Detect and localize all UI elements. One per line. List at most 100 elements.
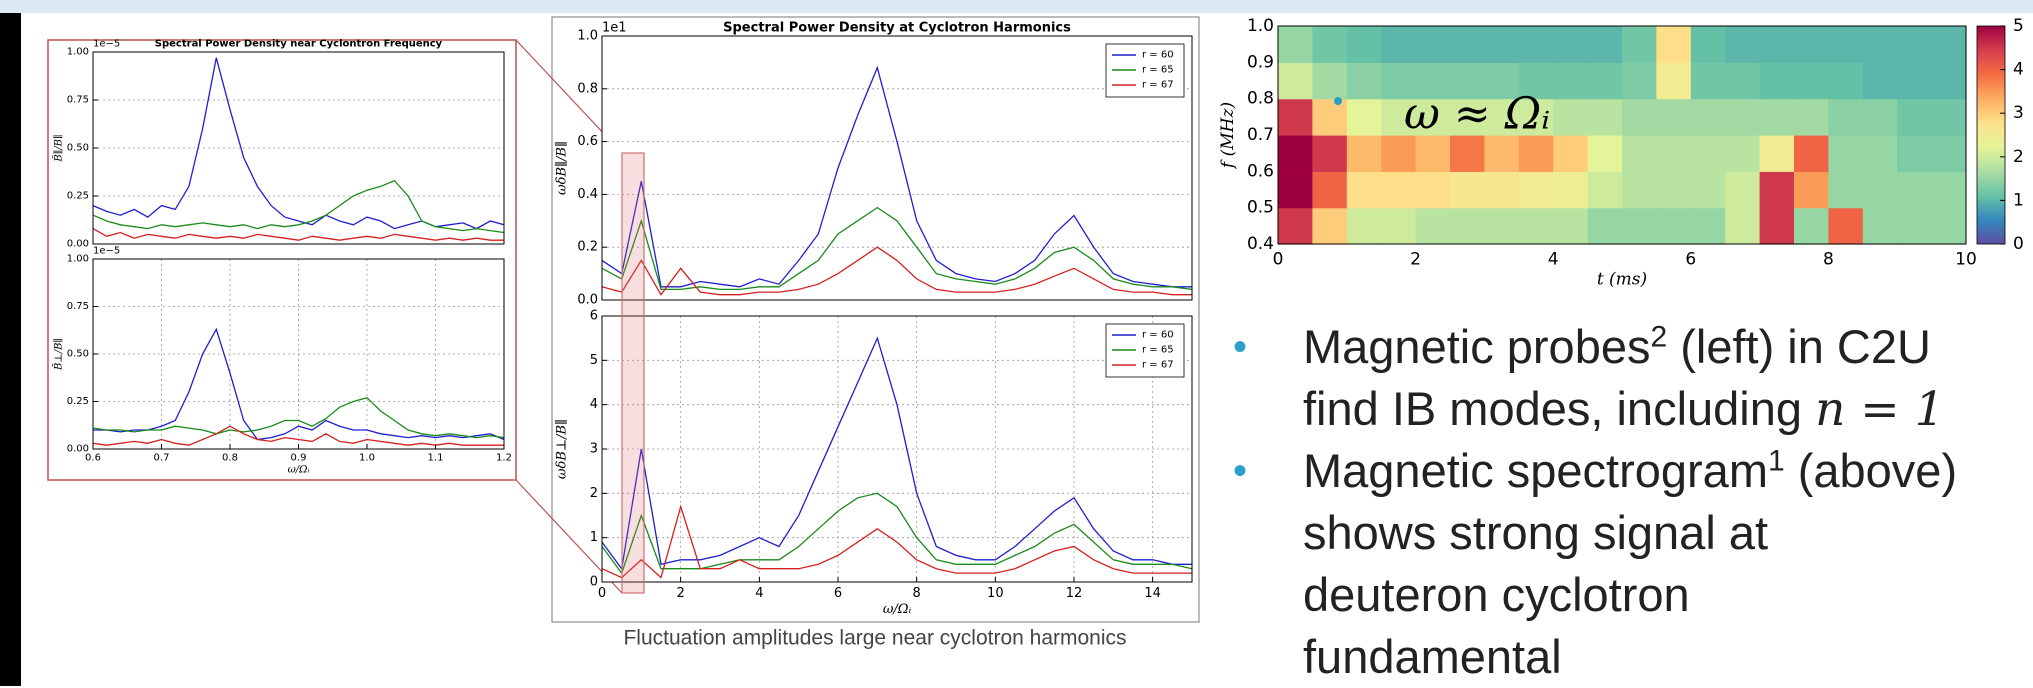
heat-cell bbox=[1587, 171, 1623, 209]
heat-cell bbox=[1862, 135, 1898, 172]
heat-cell bbox=[1725, 171, 1761, 209]
axes-frame bbox=[92, 51, 505, 245]
heat-cell bbox=[1690, 26, 1726, 63]
y-tick-label: 5 bbox=[590, 353, 598, 368]
heat-cell bbox=[1759, 98, 1795, 136]
heat-cell bbox=[1862, 98, 1898, 136]
heat-cell bbox=[1828, 171, 1864, 209]
heat-cell bbox=[1622, 98, 1657, 136]
axes-frame bbox=[92, 258, 505, 450]
x-tick-label: 6 bbox=[1685, 249, 1696, 269]
heat-cell bbox=[1346, 135, 1382, 172]
heat-cell bbox=[1450, 98, 1485, 136]
heat-cell bbox=[1278, 26, 1313, 63]
heat-cell bbox=[1415, 26, 1451, 63]
y-tick-label: 1 bbox=[590, 530, 598, 545]
heat-cell bbox=[1381, 98, 1417, 136]
y-tick-label: 3 bbox=[590, 442, 598, 457]
heat-cell bbox=[1725, 135, 1761, 172]
y-tick-label: 0.75 bbox=[67, 95, 89, 106]
heat-cell bbox=[1346, 98, 1382, 136]
legend-box bbox=[1105, 323, 1185, 378]
heat-cell bbox=[1656, 207, 1692, 245]
y-axis-label: ωδB∥/B∥ bbox=[555, 141, 570, 195]
heat-cell bbox=[1312, 171, 1348, 209]
heat-cell bbox=[1278, 171, 1313, 209]
heat-cell bbox=[1690, 207, 1726, 245]
heat-cell bbox=[1484, 98, 1520, 136]
heat-cell bbox=[1553, 62, 1589, 100]
y-tick-label: 0.00 bbox=[67, 239, 89, 250]
heat-cell bbox=[1312, 26, 1348, 63]
x-tick-label: 1.0 bbox=[359, 453, 375, 464]
annotation: ω ≈ Ωᵢ bbox=[1404, 89, 1550, 140]
heat-cell bbox=[1759, 135, 1795, 172]
series-line bbox=[601, 65, 1192, 288]
heat-cell bbox=[1450, 135, 1485, 172]
y-tick-label: 0.25 bbox=[67, 191, 89, 202]
y-tick-label: 1.00 bbox=[67, 254, 89, 265]
heat-cell bbox=[1346, 171, 1382, 209]
heat-cell bbox=[1450, 62, 1485, 100]
heat-cell bbox=[1553, 207, 1589, 245]
left-bar bbox=[0, 13, 21, 686]
heat-cell bbox=[1484, 26, 1520, 63]
heat-cell bbox=[1794, 207, 1829, 245]
series-line bbox=[92, 396, 505, 439]
legend-label: r = 60 bbox=[1142, 330, 1174, 341]
heat-cell bbox=[1312, 98, 1348, 136]
heat-cell bbox=[1931, 135, 1967, 172]
colorbar-tick-label: 1 bbox=[2013, 190, 2024, 210]
heat-cell bbox=[1794, 98, 1829, 136]
heat-cell bbox=[1553, 98, 1589, 136]
heat-cell bbox=[1931, 26, 1967, 63]
heat-cell bbox=[1862, 207, 1898, 245]
heat-cell bbox=[1381, 135, 1417, 172]
legend-label: r = 65 bbox=[1142, 345, 1174, 356]
y-axis-label: B̃⊥/B∥ bbox=[53, 338, 65, 371]
y-tick-label: 1.0 bbox=[577, 29, 598, 44]
heat-cell bbox=[1725, 26, 1761, 63]
heat-cell bbox=[1897, 62, 1933, 100]
heat-cell bbox=[1656, 98, 1692, 136]
y-tick-label: 1.0 bbox=[1247, 16, 1274, 36]
bullet-dot: • bbox=[1233, 325, 1248, 369]
heat-cell bbox=[1759, 62, 1795, 100]
annotation-dot bbox=[1334, 97, 1342, 105]
x-tick-label: 10 bbox=[987, 586, 1004, 601]
axes-frame bbox=[601, 315, 1193, 583]
y-axis-label: f (MHz) bbox=[1218, 102, 1238, 170]
heat-cell bbox=[1587, 135, 1623, 172]
bullet-text: n = 1 bbox=[1815, 382, 1945, 437]
y-tick-label: 0.50 bbox=[67, 143, 89, 154]
colorbar-tick-label: 4 bbox=[2013, 60, 2024, 80]
series-line bbox=[601, 504, 1192, 579]
heat-cell bbox=[1278, 98, 1313, 136]
y-tick-label: 0.0 bbox=[577, 293, 598, 308]
heat-cell bbox=[1553, 171, 1589, 209]
series-line bbox=[601, 246, 1192, 296]
x-tick-label: 2 bbox=[677, 586, 685, 601]
y-offset: 1e−5 bbox=[93, 246, 120, 257]
x-axis-label: ω/Ωᵢ bbox=[883, 602, 912, 617]
x-axis-label: t (ms) bbox=[1597, 270, 1647, 290]
heat-cell bbox=[1622, 135, 1657, 172]
heat-cell bbox=[1622, 207, 1657, 245]
bullet-text: shows strong signal at bbox=[1303, 506, 1769, 559]
heat-cell bbox=[1518, 98, 1554, 136]
y-tick-label: 0.6 bbox=[1247, 161, 1274, 181]
x-tick-label: 0 bbox=[598, 586, 606, 601]
heat-cell bbox=[1725, 98, 1761, 136]
y-tick-label: 4 bbox=[590, 397, 598, 412]
heat-cell bbox=[1759, 171, 1795, 209]
series-line bbox=[92, 179, 505, 234]
y-axis-label: ωδB⊥/B∥ bbox=[555, 419, 570, 479]
heat-cell bbox=[1828, 135, 1864, 172]
heat-cell bbox=[1381, 207, 1417, 245]
y-tick-label: 0.75 bbox=[67, 301, 89, 312]
colorbar bbox=[1976, 25, 2006, 245]
heat-cell bbox=[1931, 62, 1967, 100]
bullet-text: Magnetic spectrogram bbox=[1303, 444, 1768, 497]
